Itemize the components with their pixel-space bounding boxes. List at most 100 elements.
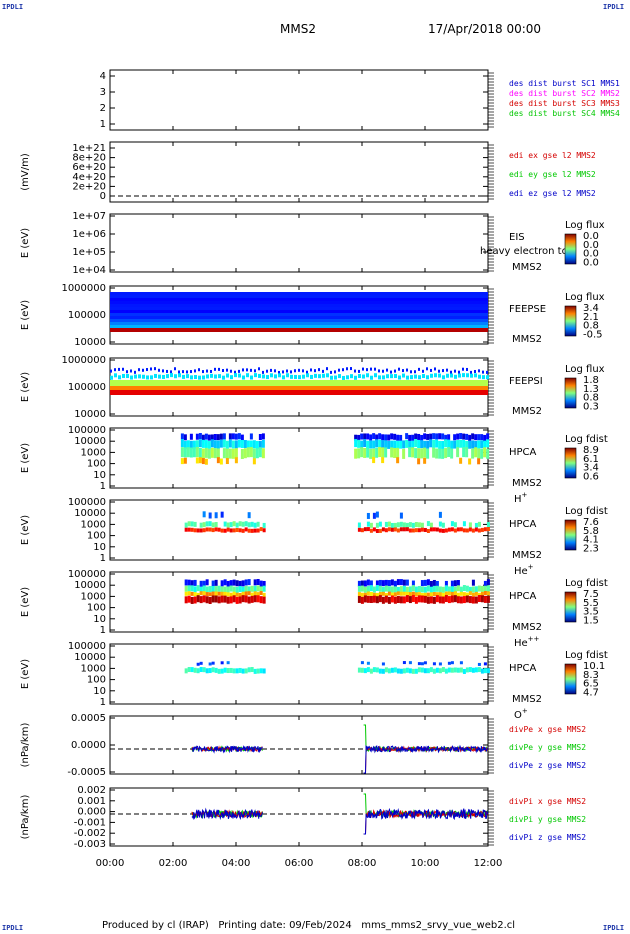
spectrogram-cell [426, 585, 430, 592]
y-tick-label: 100000 [68, 310, 106, 321]
colorbar-label: 1.8 [583, 375, 599, 386]
spectrogram-cell [372, 440, 376, 449]
spectrogram-cell [235, 586, 239, 593]
spectrogram-cell [190, 370, 192, 374]
spectrogram-cell [417, 592, 421, 597]
spectrogram-cell [411, 434, 415, 441]
spectrogram-cell [302, 369, 304, 373]
y-tick-label: 0.0005 [71, 713, 106, 724]
spectrogram-cell [486, 527, 490, 532]
spectrogram-cell [480, 591, 484, 596]
spectrogram-cell [240, 448, 244, 459]
spectrogram-cell [229, 528, 233, 533]
spectrogram-cell [229, 592, 233, 597]
spectrogram-cell [441, 440, 445, 449]
spectrogram-cell [249, 447, 253, 458]
spectrogram-cell [232, 595, 236, 603]
legend-item: divPi z gse MMS2 [509, 833, 586, 842]
spectrogram-cell [256, 595, 260, 603]
spectrogram-cell [363, 586, 367, 593]
spectrogram-cell [211, 580, 215, 587]
spectrogram-cell [375, 585, 379, 592]
colorbar-label: 3.4 [583, 463, 599, 474]
spectrogram-cell [366, 579, 370, 586]
species-label: H+ [514, 491, 528, 505]
spectrogram-cell [471, 448, 475, 459]
spectrogram-cell [378, 521, 382, 527]
colorbar-label: 6.1 [583, 454, 599, 465]
spectrogram-cell [426, 433, 430, 440]
spectrogram-cell [190, 580, 194, 587]
spectrogram-cell [261, 433, 265, 440]
spectrogram-cell [253, 585, 257, 592]
spectrogram-cell [372, 667, 376, 673]
spectrogram-cell [238, 521, 242, 527]
spectrogram-cell [223, 528, 227, 533]
page-date: 17/Apr/2018 00:00 [428, 22, 542, 36]
spectrogram-cell [423, 433, 427, 440]
spectrogram-cell [334, 370, 336, 374]
spectrogram-cell [214, 367, 216, 371]
spectrogram-cell [252, 458, 256, 465]
spectrogram-cell [230, 375, 233, 380]
spectrogram-cell [414, 668, 418, 674]
spectrogram-cell [358, 374, 361, 379]
spectrogram-cell [250, 592, 254, 597]
colorbar-label: 0.0 [583, 240, 599, 251]
spectrogram-cell [220, 528, 224, 533]
spectrogram-cell [474, 434, 478, 441]
spectrogram-cell [226, 368, 228, 372]
spectrogram-cell [444, 595, 448, 603]
spectrogram-cell [474, 447, 478, 458]
spectrogram-cell [192, 440, 196, 449]
spectrogram-cell [237, 433, 241, 440]
spectrogram-cell [369, 595, 373, 603]
spectrogram-cell [184, 585, 188, 592]
y-tick-label: 10000 [74, 508, 106, 519]
spectrogram-cell [234, 440, 238, 449]
spectrogram-cell [232, 579, 236, 586]
spectrogram-cell [310, 368, 312, 372]
spectrogram-cell [465, 433, 469, 440]
spectrogram-cell [247, 522, 251, 528]
spectrogram-cell [432, 447, 436, 458]
spectrogram-cell [387, 591, 391, 596]
spectrogram-cell [211, 667, 215, 673]
spectrogram-cell [226, 668, 230, 674]
spectrogram-cell [471, 528, 475, 533]
corner-label-bottom-left: IPDLI [2, 924, 24, 932]
spectrogram-cell [252, 448, 256, 459]
spectrogram-cell [405, 592, 409, 597]
colorbar [564, 233, 577, 265]
spectrogram-cell [342, 368, 344, 372]
y-tick-label: -0.0005 [67, 767, 106, 778]
spectrogram-cell [381, 662, 385, 666]
spectrogram-cell [442, 375, 445, 380]
spectrogram-cell [142, 374, 145, 379]
spectrogram-cell [223, 667, 227, 673]
colorbar [564, 305, 577, 337]
spectrogram-cell [470, 370, 472, 374]
spectrogram-cell [217, 585, 221, 592]
spectrogram-cell [244, 521, 248, 527]
spectrogram-cell [235, 580, 239, 587]
spectrogram-cell [211, 528, 215, 533]
colorbar-title: Log fdist [565, 650, 608, 661]
spectrogram-cell [406, 368, 408, 372]
spectrogram-cell [390, 527, 394, 532]
spectrogram-cell [426, 579, 430, 586]
spectrogram-cell [441, 667, 445, 673]
spectrogram-cell [194, 369, 196, 373]
spectrogram-cell [366, 586, 370, 593]
spectrogram-cell [234, 457, 238, 464]
spectrogram-cell [238, 667, 242, 673]
species-label: He++ [514, 635, 540, 649]
spectrogram-cell [450, 667, 454, 673]
spectrogram-cell [459, 586, 463, 593]
spectrogram-cell [214, 579, 218, 586]
spectrogram-cell [250, 521, 254, 527]
spectrogram-cell [420, 440, 424, 449]
spectrogram-cell [206, 369, 208, 373]
spectrogram-cell [374, 367, 376, 371]
spectrogram-cell [174, 374, 177, 379]
